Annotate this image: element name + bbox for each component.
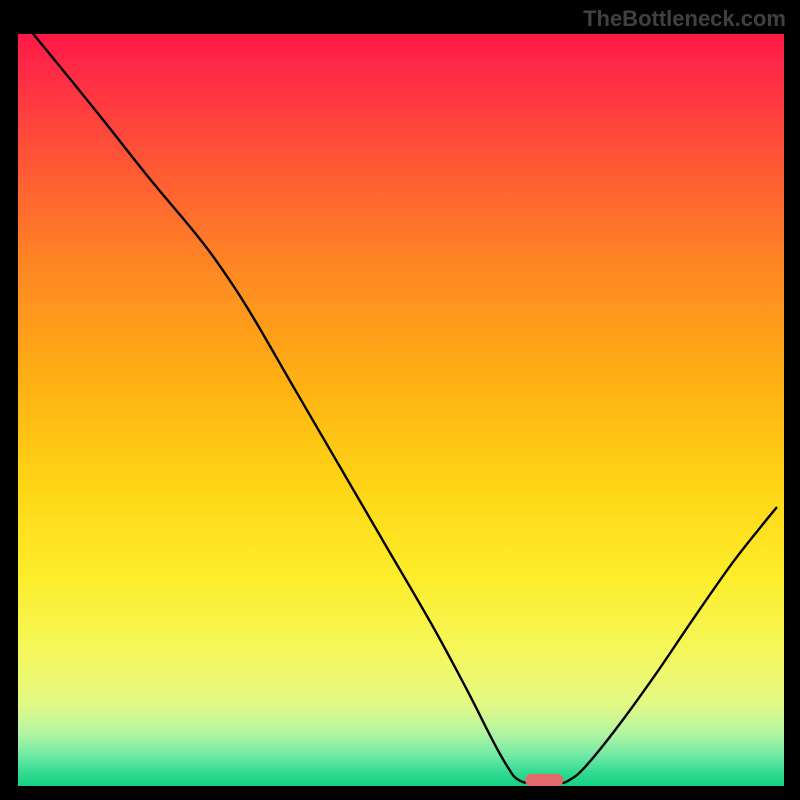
chart-background: [18, 34, 784, 786]
optimal-marker: [525, 774, 563, 786]
watermark-text: TheBottleneck.com: [583, 6, 786, 32]
bottleneck-chart: [18, 34, 784, 786]
